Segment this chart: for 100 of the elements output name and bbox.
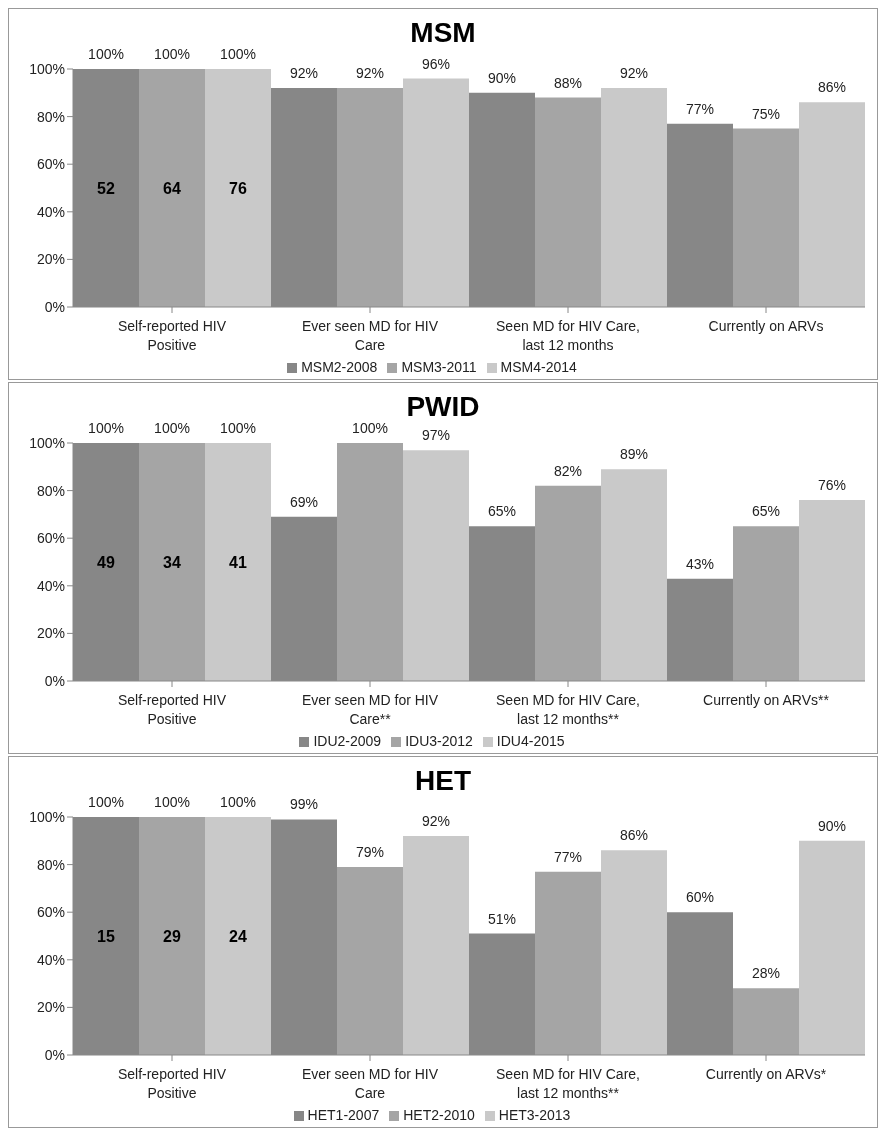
legend-label: IDU4-2015 [496,733,565,749]
y-tick-label: 40% [36,203,65,220]
x-tick-label: Self-reported HIV Positive [117,692,227,727]
data-label: 86% [817,79,847,96]
bar [601,469,667,681]
bar [733,128,799,307]
bar [535,97,601,307]
data-label: 97% [421,427,451,444]
annotation: 76 [229,180,247,197]
data-label: 92% [355,65,385,82]
data-label: 92% [619,65,649,82]
data-label: 51% [487,910,517,927]
data-label: 86% [619,827,649,844]
data-label: 100% [88,420,124,436]
data-label: 60% [685,889,715,906]
bar [337,88,403,307]
data-label: 96% [421,55,451,72]
bar [733,526,799,681]
data-label: 65% [751,503,781,520]
data-label: 79% [355,843,385,860]
legend-label: MSM3-2011 [401,359,477,375]
chart-title: MSM [409,16,477,48]
data-label: 100% [220,794,256,810]
x-tick-label: Ever seen MD for HIV Care [301,318,439,353]
annotation: 24 [229,928,247,945]
data-label: 88% [553,74,583,91]
y-tick-label: 20% [36,625,65,642]
bar [205,69,271,307]
y-tick-label: 0% [44,672,65,689]
data-label: 77% [553,848,583,865]
data-label: 69% [289,493,319,510]
annotation: 34 [163,554,181,571]
bar [205,443,271,681]
y-tick-label: 80% [36,856,65,873]
x-tick-label: Ever seen MD for HIV Care** [301,692,439,727]
data-label: 90% [487,69,517,86]
bar [601,850,667,1055]
bar [337,443,403,681]
x-tick-label: Currently on ARVs* [705,1066,827,1082]
y-tick-label: 0% [44,1046,65,1063]
data-label: 82% [553,462,583,479]
y-tick-label: 20% [36,251,65,268]
x-tick-label: Self-reported HIV Positive [117,1066,227,1101]
data-label: 100% [154,46,190,62]
y-tick-label: 20% [36,999,65,1016]
data-label: 76% [817,477,847,494]
data-label: 75% [751,105,781,122]
bar [139,443,205,681]
y-tick-label: 0% [44,298,65,315]
data-label: 100% [154,794,190,810]
legend-label: HET3-2013 [498,1107,571,1123]
bar [205,817,271,1055]
bar [403,78,469,307]
legend-label: MSM2-2008 [301,359,378,375]
data-label: 100% [352,420,388,436]
data-label: 100% [88,46,124,62]
legend-label: IDU2-2009 [313,733,382,749]
data-label: 89% [619,446,649,463]
y-tick-label: 80% [36,482,65,499]
data-label: 92% [289,65,319,82]
y-tick-label: 80% [36,108,65,125]
bar [799,102,865,307]
legend-label: HET1-2007 [307,1107,380,1123]
chart-title: HET [414,764,472,796]
x-tick-label: Ever seen MD for HIV Care [301,1066,439,1101]
data-label: 100% [88,794,124,810]
y-tick-label: 40% [36,951,65,968]
data-label: 65% [487,503,517,520]
data-label: 92% [421,813,451,830]
bar [799,500,865,681]
y-tick-label: 60% [36,530,65,547]
bar [337,866,403,1055]
bar [601,88,667,307]
bar [799,840,865,1055]
y-tick-label: 100% [29,808,65,825]
y-tick-label: 60% [36,156,65,173]
bar [139,817,205,1055]
annotation: 15 [97,928,115,945]
x-tick-label: Self-reported HIV Positive [117,318,227,353]
data-label: 77% [685,100,715,117]
y-tick-label: 100% [29,434,65,451]
data-label: 28% [751,965,781,982]
data-label: 100% [154,420,190,436]
legend-label: HET2-2010 [403,1107,475,1123]
x-tick-label: Currently on ARVs [708,318,824,334]
bar [403,450,469,681]
annotation: 41 [229,554,247,571]
data-label: 99% [289,796,319,813]
y-tick-label: 100% [29,60,65,77]
annotation: 52 [97,180,115,197]
bar [733,988,799,1055]
data-label: 100% [220,46,256,62]
data-label: 43% [685,555,715,572]
y-tick-label: 60% [36,904,65,921]
annotation: 29 [163,928,181,945]
data-label: 100% [220,420,256,436]
legend-label: IDU3-2012 [405,733,473,749]
annotation: 49 [97,554,115,571]
bar [535,485,601,681]
x-tick-label: Seen MD for HIV Care, last 12 months [496,318,640,353]
